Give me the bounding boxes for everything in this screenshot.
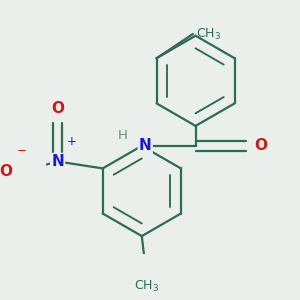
Text: O: O — [254, 138, 268, 153]
Text: H: H — [118, 129, 128, 142]
Text: −: − — [17, 144, 27, 157]
Text: N: N — [139, 138, 152, 153]
Text: O: O — [0, 164, 13, 179]
Text: $\mathregular{CH_3}$: $\mathregular{CH_3}$ — [134, 279, 159, 294]
Text: +: + — [67, 135, 76, 148]
Text: $\mathregular{CH_3}$: $\mathregular{CH_3}$ — [196, 26, 221, 41]
Text: N: N — [51, 154, 64, 169]
Text: O: O — [51, 101, 64, 116]
